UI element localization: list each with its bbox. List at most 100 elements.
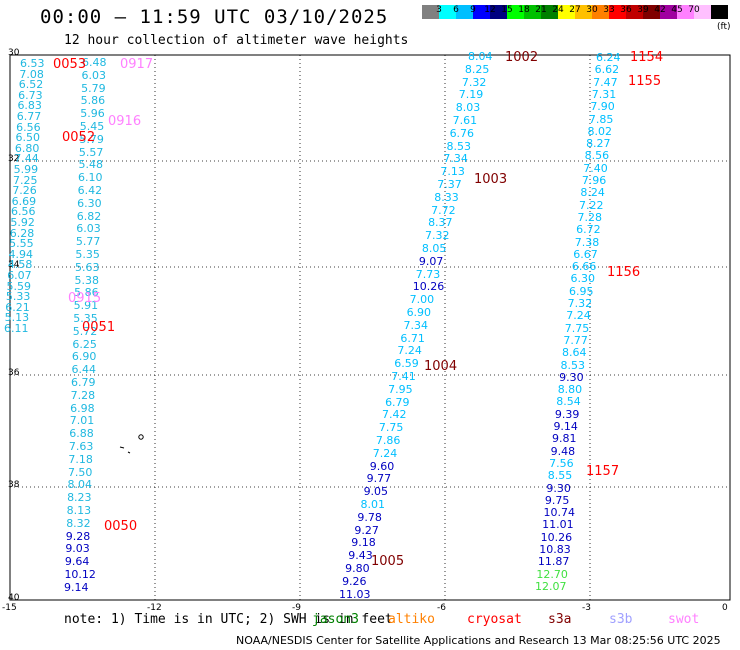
color-scale-label: 39: [637, 5, 649, 15]
wave-height-value: 6.79: [71, 376, 96, 389]
wave-height-value: 9.26: [342, 574, 367, 588]
color-scale-label: 21: [535, 5, 547, 15]
graticule: [10, 55, 730, 600]
pass-time-label: 1002: [505, 50, 539, 65]
pass-time-label: 1004: [424, 359, 458, 374]
legend-item-s3b: s3b: [609, 612, 633, 627]
wave-height-value: 6.66: [571, 260, 597, 274]
wave-height-value: 5.79: [79, 132, 104, 146]
wave-height-value: 9.48: [550, 444, 576, 458]
wave-height-value: 8.64: [561, 346, 587, 360]
wave-height-value: 7.08: [19, 67, 44, 81]
wave-height-value: 7.01: [69, 414, 95, 428]
wave-height-value: 10.26: [540, 530, 573, 544]
wave-height-value: 5.35: [73, 312, 98, 325]
color-scale-label: 3: [436, 5, 442, 15]
x-tick-label: -12: [147, 603, 162, 613]
page-title: 00:00 – 11:59 UTC 03/10/2025: [40, 6, 389, 28]
wave-height-value: 6.98: [70, 401, 95, 415]
wave-height-value: 5.59: [6, 279, 32, 293]
wave-height-value: 11.87: [537, 555, 570, 569]
wave-height-value: 10.12: [64, 568, 96, 581]
wave-height-value: 7.42: [382, 408, 407, 422]
wave-height-value: 5.13: [4, 311, 30, 325]
wave-height-value: 9.30: [546, 481, 571, 495]
wave-height-value: 8.56: [584, 149, 610, 163]
wave-height-value: 7.47: [593, 75, 618, 89]
wave-height-value: 7.95: [388, 382, 413, 396]
color-swatch: [456, 5, 473, 19]
wave-height-value: 5.72: [72, 324, 98, 338]
color-scale-label: 33: [603, 5, 615, 15]
wave-height-value: 6.79: [385, 395, 410, 409]
wave-height-value: 6.30: [77, 196, 102, 210]
wave-height-value: 6.52: [18, 78, 44, 92]
color-swatch: [626, 5, 643, 19]
color-swatch: [677, 5, 694, 19]
page-subtitle: 12 hour collection of altimeter wave hei…: [64, 33, 409, 48]
color-scale-label: 70: [688, 5, 700, 15]
color-scale-label: 24: [552, 5, 564, 15]
wave-height-value: 5.91: [73, 299, 99, 313]
y-tick-label: 38: [8, 480, 20, 490]
wave-height-value: 7.85: [588, 112, 614, 126]
legend-item-altiko: altiko: [388, 612, 435, 627]
wave-height-value: 5.35: [75, 248, 100, 261]
pass-time-label: 0053: [53, 57, 87, 72]
wave-height-value: 8.55: [547, 469, 573, 483]
wave-height-value: 8.24: [580, 186, 605, 200]
wave-height-value: 9.60: [369, 459, 395, 473]
wave-height-value: 5.96: [80, 107, 105, 121]
wave-height-value: 8.05: [421, 242, 447, 255]
wave-height-value: 7.72: [431, 203, 456, 217]
wave-height-value: 6.67: [573, 247, 598, 261]
wave-height-value: 6.03: [76, 222, 101, 236]
wave-height-value: 8.53: [560, 358, 586, 372]
wave-height-value: 7.56: [549, 456, 574, 470]
x-tick-label: -3: [582, 603, 591, 613]
wave-height-value: 6.88: [69, 427, 94, 441]
wave-height-value: 5.92: [10, 216, 35, 229]
wave-height-value: 5.45: [79, 120, 105, 133]
wave-height-value: 7.44: [14, 152, 39, 166]
wave-height-value: 9.14: [64, 580, 89, 594]
wave-height-value: 7.38: [574, 235, 600, 249]
wave-height-value: 9.81: [552, 432, 577, 446]
wave-height-value: 8.13: [66, 504, 92, 517]
wave-height-value: 7.34: [403, 318, 429, 332]
legend-item-s3a: s3a: [548, 612, 572, 627]
wave-height-value: 9.30: [559, 370, 584, 384]
wave-height-value: 5.99: [13, 163, 39, 176]
pass-time-label: 0051: [82, 320, 116, 335]
wave-height-value: 10.83: [539, 543, 571, 556]
wave-height-value: 9.39: [554, 407, 580, 421]
wave-height-value: 11.03: [339, 587, 371, 601]
wave-height-value: 5.86: [80, 94, 106, 108]
wave-height-value: 6.72: [576, 223, 601, 237]
wave-height-value: 5.33: [5, 290, 31, 304]
wave-height-value: 7.40: [583, 161, 608, 175]
wave-height-value: 9.03: [65, 542, 90, 556]
color-swatch: [507, 5, 524, 19]
pass-time-label: 1156: [607, 265, 641, 280]
color-swatch: [711, 5, 728, 19]
wave-height-value: 7.50: [67, 465, 93, 479]
wave-height-value: 8.04: [67, 478, 93, 492]
wave-height-value: 5.55: [9, 237, 34, 251]
wave-height-value: 9.05: [363, 485, 389, 499]
pass-time-label: 0050: [104, 519, 138, 534]
wave-height-value: 6.56: [16, 120, 41, 134]
wave-height-value: 9.64: [64, 555, 90, 569]
wave-height-value: 7.13: [440, 165, 465, 179]
wave-height-value: 6.56: [11, 205, 36, 219]
y-tick-label: 34: [8, 260, 20, 270]
wave-height-value: 6.25: [72, 337, 97, 351]
wave-height-value: 5.63: [74, 260, 100, 274]
wave-height-value: 7.90: [590, 100, 615, 114]
x-tick-label: 0: [722, 603, 728, 613]
wave-height-value: 12.70: [536, 567, 568, 581]
wave-height-value: 6.62: [594, 63, 620, 77]
y-tick-label: 32: [8, 154, 20, 164]
wave-height-value: 7.34: [443, 152, 468, 166]
wave-height-value: 6.59: [394, 357, 419, 371]
